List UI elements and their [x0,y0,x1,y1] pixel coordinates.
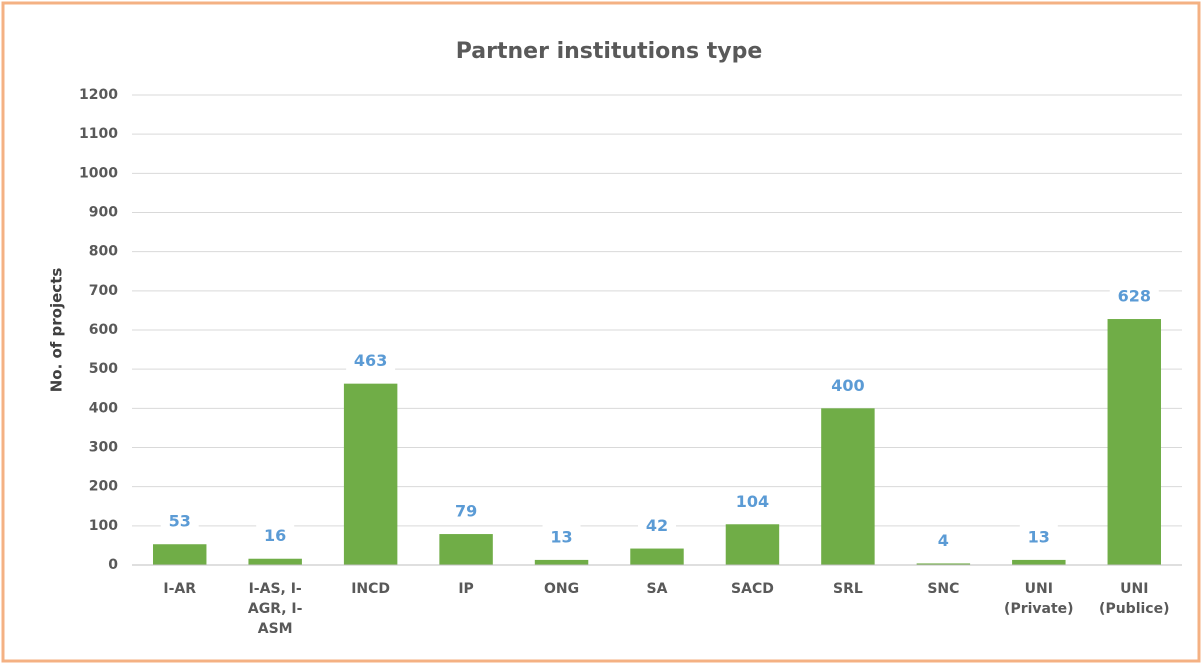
y-tick-label: 500 [89,361,118,377]
bar [1012,559,1066,565]
bar [343,383,398,565]
y-tick-label: 600 [89,322,118,338]
value-label-bg [160,509,199,536]
y-tick-label: 1200 [79,87,118,103]
value-label-bg [823,373,873,400]
x-tick-label: SACD [731,581,774,597]
value-label: 400 [831,376,864,395]
y-tick-label: 400 [89,400,118,416]
value-label: 13 [550,527,572,546]
x-tick-label: I-AS, I-AGR, I-ASM [247,581,303,637]
value-label-bg [447,499,486,526]
bar [248,558,302,565]
x-tick-label: INCD [351,581,391,597]
value-label: 104 [736,492,769,511]
y-tick-label: 300 [89,440,118,456]
bar [439,534,493,565]
value-label-bg [638,513,676,540]
value-label: 79 [455,502,477,521]
bar [725,524,780,565]
value-label: 463 [354,351,387,370]
y-tick-label: 100 [89,518,118,534]
chart-title: Partner institutions type [456,39,763,64]
y-tick-label: 1100 [79,126,118,142]
value-label: 42 [646,516,668,535]
bar [1107,319,1161,565]
bar [153,544,207,565]
value-label-bg [1019,524,1058,551]
value-label-bg [542,524,581,551]
y-tick-label: 0 [108,557,118,573]
bar [630,548,684,565]
x-tick-label: SNC [927,581,960,597]
bar [916,563,971,565]
value-label-bg [1109,284,1159,311]
value-label: 13 [1028,527,1050,546]
value-label: 16 [264,526,286,545]
value-label: 4 [938,531,949,550]
value-label: 53 [169,512,191,531]
value-label: 628 [1118,287,1151,306]
x-tick-label: I-AR [163,581,197,597]
y-tick-label: 200 [89,479,118,495]
y-tick-label: 900 [89,205,118,221]
x-tick-label: UNI (Private) [1004,581,1074,617]
bar [821,408,875,565]
value-label-bg [929,528,957,555]
y-axis-title: No. of projects [48,268,66,393]
x-tick-label: UNI (Publice) [1099,581,1170,617]
y-tick-label: 800 [89,244,118,260]
x-tick-label: SA [646,581,668,597]
bar [534,559,589,565]
y-tick-label: 1000 [79,165,118,181]
value-label-bg [256,523,295,550]
x-tick-label: IP [458,581,474,597]
value-label-bg [727,489,777,516]
x-tick-label: ONG [543,581,580,597]
value-label-bg [346,348,396,375]
x-tick-label: SRL [833,581,863,597]
y-tick-label: 700 [89,283,118,299]
